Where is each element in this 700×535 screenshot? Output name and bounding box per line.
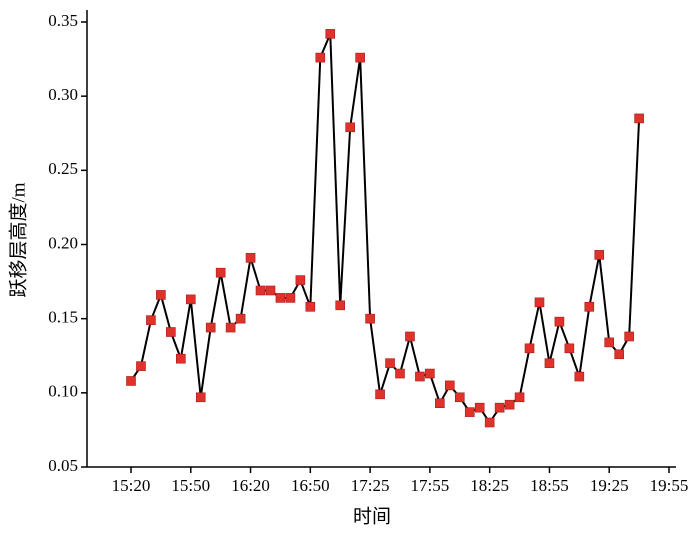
x-tick-label: 18:55	[530, 476, 569, 495]
y-tick-label: 0.20	[48, 233, 78, 252]
x-tick-label: 18:25	[470, 476, 509, 495]
point	[634, 113, 644, 124]
point	[474, 402, 485, 413]
point	[215, 267, 226, 278]
point	[504, 399, 515, 410]
point	[464, 407, 475, 417]
point	[235, 313, 246, 324]
y-tick-label: 0.05	[48, 456, 78, 475]
point	[176, 353, 186, 364]
point	[156, 290, 166, 300]
point	[564, 343, 575, 354]
point	[345, 122, 355, 133]
point	[335, 300, 346, 311]
point	[315, 52, 326, 63]
x-tick-label: 15:50	[171, 476, 210, 495]
x-tick-label: 16:20	[231, 476, 270, 495]
point	[385, 358, 395, 368]
x-tick-label: 17:55	[411, 476, 450, 495]
y-tick-label: 0.35	[48, 11, 78, 30]
y-tick-label: 0.15	[48, 308, 78, 327]
point	[126, 376, 136, 386]
point	[146, 315, 156, 325]
x-tick-label: 19:25	[590, 476, 629, 495]
point	[405, 331, 415, 342]
point	[484, 417, 495, 428]
point	[514, 392, 525, 403]
point	[454, 392, 465, 403]
point	[136, 361, 146, 371]
x-tick-label: 19:55	[650, 476, 689, 495]
y-axis-label: 跃移层高度/m	[7, 182, 29, 297]
y-tick-label: 0.30	[48, 85, 78, 104]
point	[415, 371, 425, 382]
point	[534, 297, 545, 308]
point	[245, 253, 256, 263]
point	[285, 293, 296, 303]
point	[275, 293, 286, 303]
point	[604, 337, 615, 348]
point	[425, 368, 435, 379]
point	[554, 316, 565, 327]
point	[185, 294, 196, 305]
point	[225, 322, 236, 333]
point	[375, 389, 385, 400]
point	[445, 380, 455, 391]
point	[544, 358, 555, 368]
point	[584, 301, 595, 312]
point	[355, 52, 365, 63]
x-tick-label: 15:20	[112, 476, 151, 495]
point	[255, 285, 266, 296]
x-tick-label: 16:50	[291, 476, 330, 495]
point	[594, 250, 605, 260]
point	[365, 313, 375, 324]
point	[614, 349, 624, 360]
point	[265, 285, 276, 296]
point	[574, 371, 585, 382]
point	[305, 301, 316, 312]
point	[395, 368, 405, 379]
point	[166, 327, 176, 337]
point	[205, 322, 216, 333]
x-tick-label: 17:25	[351, 476, 390, 495]
point	[435, 398, 445, 409]
y-tick-label: 0.25	[48, 159, 78, 178]
series-line	[130, 33, 641, 425]
point	[295, 275, 306, 285]
point	[195, 392, 206, 403]
point	[524, 343, 535, 354]
point	[624, 331, 634, 342]
point	[494, 402, 505, 413]
x-axis-label: 时间	[353, 505, 391, 527]
point	[325, 29, 336, 39]
y-tick-label: 0.10	[48, 382, 78, 401]
